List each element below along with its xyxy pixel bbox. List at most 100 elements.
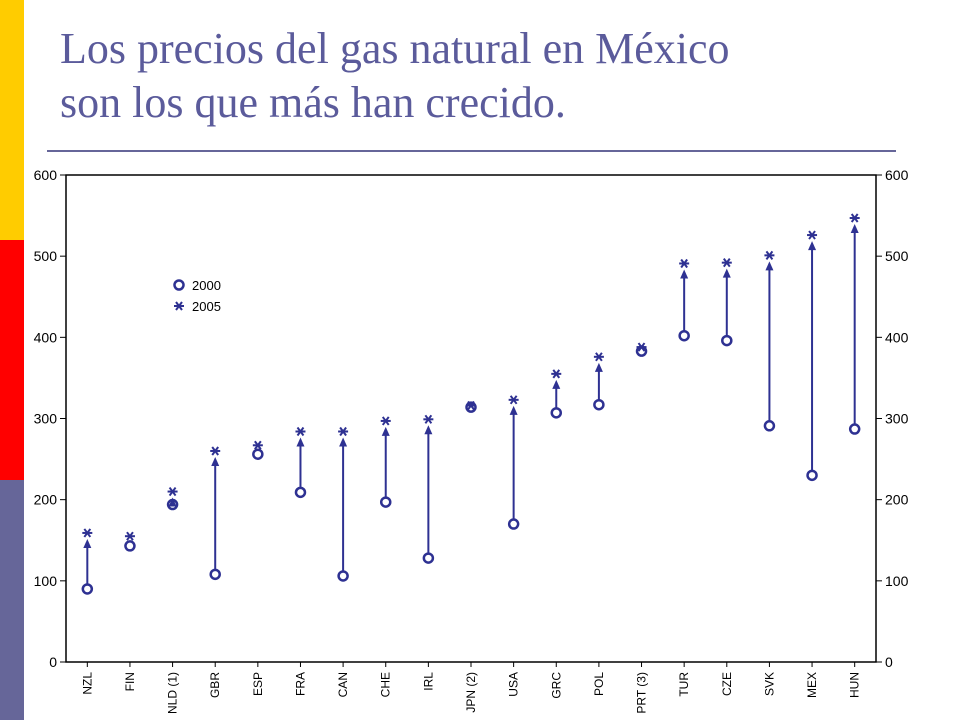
- point-2000: [81, 583, 94, 595]
- x-axis: NZL FIN NLD (1) GBR ESP FRA CAN CHE IRL JPN (2) US…: [80, 662, 862, 714]
- x-tick-label: JPN (2): [464, 672, 478, 713]
- change-arrow-head: [509, 405, 518, 415]
- accent-bar-red: [0, 240, 24, 480]
- x-tick-label: MEX: [805, 672, 819, 698]
- change-arrow-head: [850, 224, 859, 234]
- x-tick-label: POL: [592, 672, 606, 696]
- change-arrow-head: [381, 426, 390, 436]
- data-marks: [81, 213, 861, 595]
- point-2005-stroke: [211, 446, 220, 456]
- point-2000: [721, 334, 733, 347]
- point-2000: [209, 568, 221, 581]
- y-tick-label-right: 500: [885, 248, 909, 264]
- x-tick-label: HUN: [848, 672, 862, 698]
- point-2000: [124, 540, 136, 552]
- y-tick-label-right: 100: [885, 573, 909, 589]
- accent-bar-yellow: [0, 0, 24, 240]
- point-2005-stroke: [339, 426, 347, 437]
- title-divider: [47, 150, 896, 152]
- point-2005-stroke: [680, 258, 688, 269]
- y-tick-label-left: 500: [34, 248, 58, 264]
- point-2000: [507, 518, 520, 530]
- slide-title-line-1: Los precios del gas natural en México: [60, 24, 730, 73]
- point-2000: [763, 420, 776, 432]
- point-2005-stroke: [168, 486, 177, 497]
- change-arrow-head: [808, 241, 817, 251]
- x-tick-label: NLD (1): [166, 672, 180, 714]
- change-arrow-head: [168, 497, 177, 507]
- y-tick-label-left: 200: [34, 492, 58, 508]
- point-2005: [466, 400, 476, 411]
- legend-marker-2000: [173, 279, 185, 291]
- y-tick-label-right: 200: [885, 492, 909, 508]
- point-2005: [551, 369, 562, 379]
- change-arrow-head: [552, 379, 561, 389]
- x-tick-label: CAN: [336, 672, 350, 697]
- point-2005: [82, 528, 93, 538]
- change-arrow-head: [424, 425, 433, 435]
- y-tick-label-right: 300: [885, 411, 909, 427]
- x-tick-label: USA: [507, 672, 521, 697]
- change-arrow-head: [680, 269, 689, 279]
- point-2005-stroke: [722, 258, 731, 268]
- point-2005: [764, 250, 775, 260]
- legend-label-2000: 2000: [192, 278, 221, 293]
- plot-frame: [65, 174, 877, 663]
- point-2005: [423, 414, 434, 424]
- point-2000: [550, 407, 563, 419]
- point-2005: [210, 446, 221, 456]
- point-2000: [166, 498, 179, 511]
- y-tick-label-left: 100: [34, 573, 58, 589]
- point-2005: [338, 426, 349, 437]
- point-2005: [124, 531, 135, 541]
- point-2005: [380, 416, 391, 426]
- x-tick-label: ESP: [251, 672, 265, 696]
- point-2005: [679, 258, 690, 269]
- y-axis-right: 0 100 200 300 400 500 600: [876, 167, 909, 670]
- point-2000: [252, 448, 264, 460]
- accent-bar-slate: [0, 480, 24, 720]
- point-2000: [422, 552, 435, 564]
- y-tick-label-left: 300: [34, 411, 58, 427]
- x-tick-label: CZE: [720, 672, 734, 696]
- point-2005-stroke: [637, 342, 646, 352]
- point-2005-stroke: [381, 416, 390, 426]
- point-2000: [848, 423, 861, 435]
- point-2005-stroke: [296, 426, 305, 437]
- point-2005-stroke: [424, 414, 433, 424]
- legend-marker-2005: [174, 301, 184, 311]
- point-2005-stroke: [808, 230, 816, 240]
- change-arrow-head: [594, 362, 603, 372]
- x-tick-label: SVK: [762, 672, 776, 696]
- x-tick-label: CHE: [379, 672, 393, 697]
- point-2000: [379, 496, 392, 508]
- y-tick-label-right: 400: [885, 329, 909, 345]
- point-2005: [593, 352, 604, 362]
- point-2000: [806, 469, 818, 482]
- legend: 2000 2005: [173, 278, 221, 314]
- point-2005: [721, 258, 732, 268]
- y-tick-label-left: 600: [34, 167, 58, 183]
- point-2000: [465, 401, 477, 413]
- legend-label-2005: 2005: [192, 299, 221, 314]
- y-tick-label-right: 600: [885, 167, 909, 183]
- x-tick-label: PRT (3): [635, 672, 649, 714]
- change-arrow-head: [83, 538, 92, 548]
- point-2000: [337, 570, 349, 582]
- point-2005: [508, 395, 519, 405]
- point-2005-stroke: [509, 395, 518, 405]
- x-tick-label: TUR: [677, 672, 691, 697]
- change-arrow-head: [722, 268, 731, 278]
- point-2005: [807, 230, 818, 240]
- change-arrow-head: [339, 437, 348, 447]
- slide-title-line-2: son los que más han crecido.: [60, 78, 566, 127]
- point-2005-stroke: [552, 369, 561, 379]
- point-2005-stroke: [765, 250, 774, 260]
- point-2005-stroke: [126, 531, 134, 541]
- point-2005: [295, 426, 306, 437]
- point-2005-stroke: [850, 213, 859, 223]
- point-2000: [294, 486, 307, 499]
- point-2005-stroke: [83, 528, 92, 538]
- point-2005-stroke: [467, 400, 475, 411]
- point-2005: [849, 213, 860, 223]
